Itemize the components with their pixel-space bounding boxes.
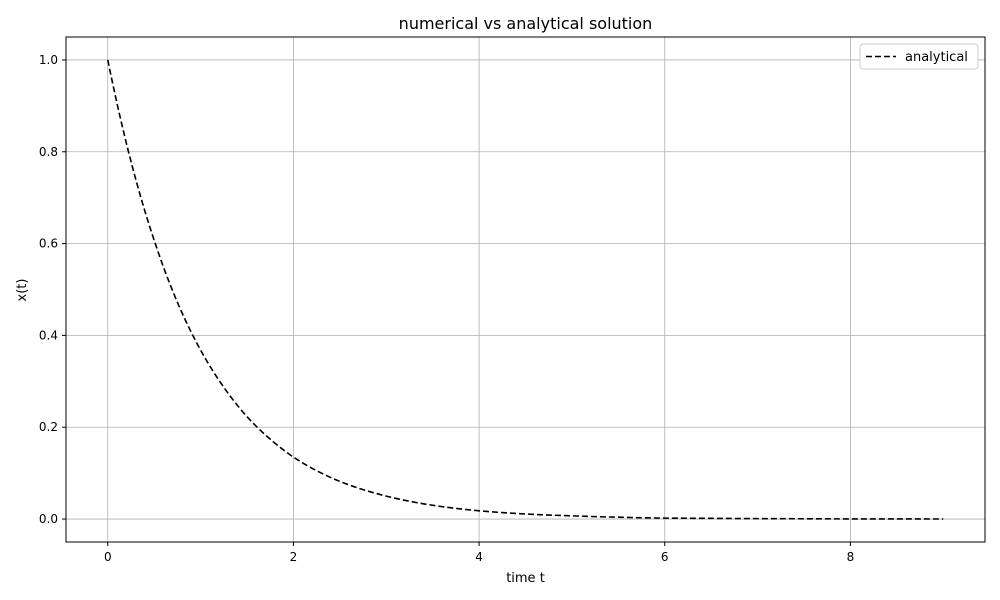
legend-box [859,43,979,70]
series-line-analytical [106,59,944,520]
x-tick-label: 4 [475,550,483,564]
y-tick-label: 0.8 [39,145,58,159]
x-tick-label: 6 [661,550,669,564]
y-tick-label: 0.2 [39,420,58,434]
x-tick-label: 2 [290,550,298,564]
x-tick-label: 8 [847,550,855,564]
x-tick-label: 0 [104,550,112,564]
grid [66,37,985,542]
y-axis-label: x(t) [15,279,30,302]
legend-label-analytical: analytical [905,50,968,65]
y-tick-label: 0.6 [39,237,58,251]
x-axis-label: time t [506,571,545,586]
ticks: 0 2 4 6 8 0.0 0.2 0.4 0.6 0.8 1.0 [39,53,854,564]
series-layer [106,59,944,520]
legend: analytical [859,43,979,70]
chart-title: numerical vs analytical solution [399,14,653,33]
y-tick-label: 0.0 [39,512,58,526]
y-tick-label: 0.4 [39,328,58,342]
plot-frame [65,36,986,543]
y-tick-label: 1.0 [39,53,58,67]
